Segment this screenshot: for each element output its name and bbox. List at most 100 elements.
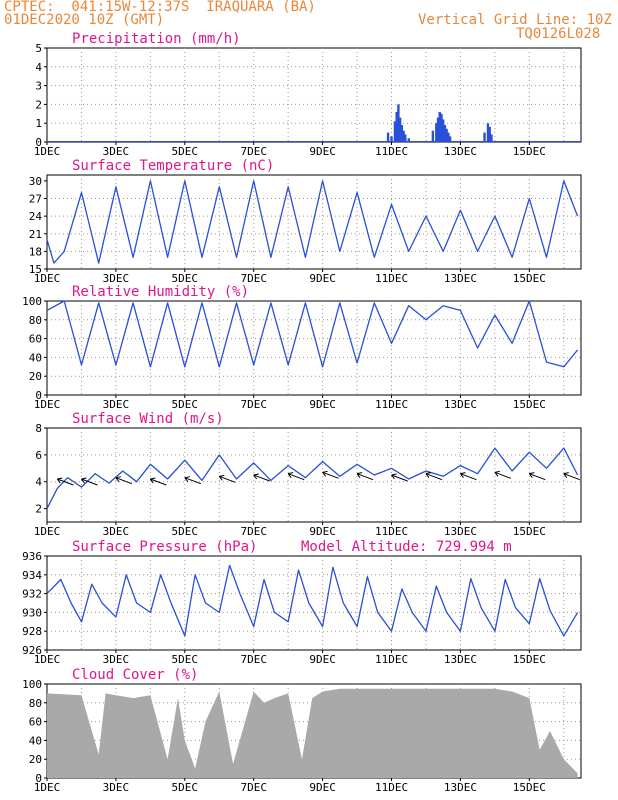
precip-bar xyxy=(488,126,491,142)
header-datetime: 01DEC2020 10Z (GMT) xyxy=(4,12,165,28)
x-tick-label: 13DEC xyxy=(444,781,477,794)
precip-bar xyxy=(443,125,447,142)
x-tick-label: 11DEC xyxy=(375,272,408,285)
x-tick-label: 1DEC xyxy=(34,398,61,411)
panel-0: 0 1 2 3 4 5 1DEC 3DEC 5DEC 7DEC 9DEC 11DEC 13DEC 15DE… xyxy=(34,31,582,158)
x-tick-label: 15DEC xyxy=(513,653,546,666)
precip-bar xyxy=(386,132,390,142)
x-tick-label: 5DEC xyxy=(172,398,199,411)
panel-title: Relative Humidity (%) xyxy=(72,284,249,300)
precip-bar xyxy=(431,130,435,142)
precip-bar xyxy=(395,111,398,142)
panel-title: Surface Pressure (hPa) xyxy=(72,539,257,555)
precip-bar xyxy=(436,117,440,142)
wind-arrow xyxy=(460,473,477,481)
x-tick-label: 15DEC xyxy=(513,398,546,411)
wind-arrow xyxy=(184,477,201,485)
y-tick-label: 100 xyxy=(22,678,42,691)
y-tick-label: 80 xyxy=(29,314,42,327)
cloud-cover-area xyxy=(47,688,578,778)
x-tick-label: 7DEC xyxy=(240,398,267,411)
y-tick-label: 930 xyxy=(22,606,42,619)
wind-arrow xyxy=(391,474,408,482)
y-tick-label: 27 xyxy=(29,193,42,206)
precip-bar xyxy=(483,132,486,142)
y-tick-label: 60 xyxy=(29,333,42,346)
y-tick-label: 932 xyxy=(22,588,42,601)
wind-arrow xyxy=(219,475,236,483)
y-tick-label: 80 xyxy=(29,697,42,710)
x-tick-label: 1DEC xyxy=(34,653,61,666)
precip-bar xyxy=(445,128,448,142)
y-tick-label: 18 xyxy=(29,245,42,258)
x-tick-label: 11DEC xyxy=(375,145,408,158)
panel-frame xyxy=(46,300,582,396)
y-tick-label: 1 xyxy=(35,117,42,130)
x-tick-label: 9DEC xyxy=(309,398,336,411)
x-tick-label: 5DEC xyxy=(172,145,199,158)
precip-bar xyxy=(397,104,400,142)
precip-bar xyxy=(393,121,397,142)
header-station: CPTEC: 041:15W-12:37S IRAQUARA (BA) xyxy=(4,0,316,15)
y-tick-label: 936 xyxy=(22,550,42,563)
x-tick-label: 3DEC xyxy=(103,653,130,666)
x-tick-label: 7DEC xyxy=(240,653,267,666)
x-tick-label: 9DEC xyxy=(309,525,336,538)
x-tick-label: 15DEC xyxy=(513,525,546,538)
wind-arrow-head xyxy=(563,472,569,478)
x-tick-label: 1DEC xyxy=(34,525,61,538)
y-tick-label: 30 xyxy=(29,175,42,188)
x-tick-label: 9DEC xyxy=(309,272,336,285)
panel-frame xyxy=(46,555,582,651)
x-tick-label: 7DEC xyxy=(240,272,267,285)
x-tick-label: 3DEC xyxy=(103,525,130,538)
wind-arrow-head xyxy=(115,476,122,482)
wind-arrow-head xyxy=(253,473,259,480)
x-tick-label: 11DEC xyxy=(375,653,408,666)
wind-arrow-head xyxy=(322,470,328,477)
wind-arrow xyxy=(563,473,580,481)
panel-title: Surface Wind (m/s) xyxy=(72,411,224,427)
x-tick-label: 1DEC xyxy=(34,781,61,794)
wind-arrow-head xyxy=(528,472,535,478)
x-tick-label: 13DEC xyxy=(444,398,477,411)
panel-4: 926 928 930 932 934 936 1DEC 3DEC 5DEC 7DEC 9DEC 11… xyxy=(22,539,582,666)
x-tick-label: 3DEC xyxy=(103,272,130,285)
panel-3: 2 4 6 8 1DEC 3DEC 5DEC 7DEC 9DEC 11DEC 13DEC 15DEC S… xyxy=(34,411,582,538)
x-tick-label: 3DEC xyxy=(103,398,130,411)
y-tick-label: 6 xyxy=(35,449,42,462)
x-tick-label: 1DEC xyxy=(34,145,61,158)
y-tick-label: 21 xyxy=(29,228,42,241)
precip-bar xyxy=(407,138,410,142)
wind-arrow-head xyxy=(56,477,63,484)
x-tick-label: 13DEC xyxy=(444,525,477,538)
y-tick-label: 926 xyxy=(22,644,42,657)
y-tick-label: 5 xyxy=(35,42,42,55)
x-tick-label: 3DEC xyxy=(103,781,130,794)
x-tick-label: 7DEC xyxy=(240,525,267,538)
y-tick-label: 2 xyxy=(35,98,42,111)
y-tick-label: 100 xyxy=(22,295,42,308)
y-tick-label: 3 xyxy=(35,80,42,93)
wind-arrow-head xyxy=(356,472,363,478)
panel-title: Cloud Cover (%) xyxy=(72,667,198,683)
wind-arrow xyxy=(356,473,374,481)
x-tick-label: 5DEC xyxy=(172,272,199,285)
x-tick-label: 5DEC xyxy=(172,653,199,666)
header-grid-note: Vertical Grid Line: 10Z xyxy=(418,12,612,28)
wind-arrow xyxy=(81,478,98,486)
series-line xyxy=(46,180,579,264)
precip-bar xyxy=(398,117,402,142)
x-tick-label: 11DEC xyxy=(375,525,408,538)
panel-title: Precipitation (mm/h) xyxy=(72,31,241,47)
y-tick-label: 0 xyxy=(35,772,42,785)
precip-bar xyxy=(402,130,405,142)
precip-bar xyxy=(390,136,393,142)
wind-arrow xyxy=(425,473,443,481)
x-tick-label: 7DEC xyxy=(240,145,267,158)
y-tick-label: 0 xyxy=(35,136,42,149)
precip-bar xyxy=(448,136,452,142)
wind-arrow xyxy=(287,473,305,481)
x-tick-label: 13DEC xyxy=(444,272,477,285)
